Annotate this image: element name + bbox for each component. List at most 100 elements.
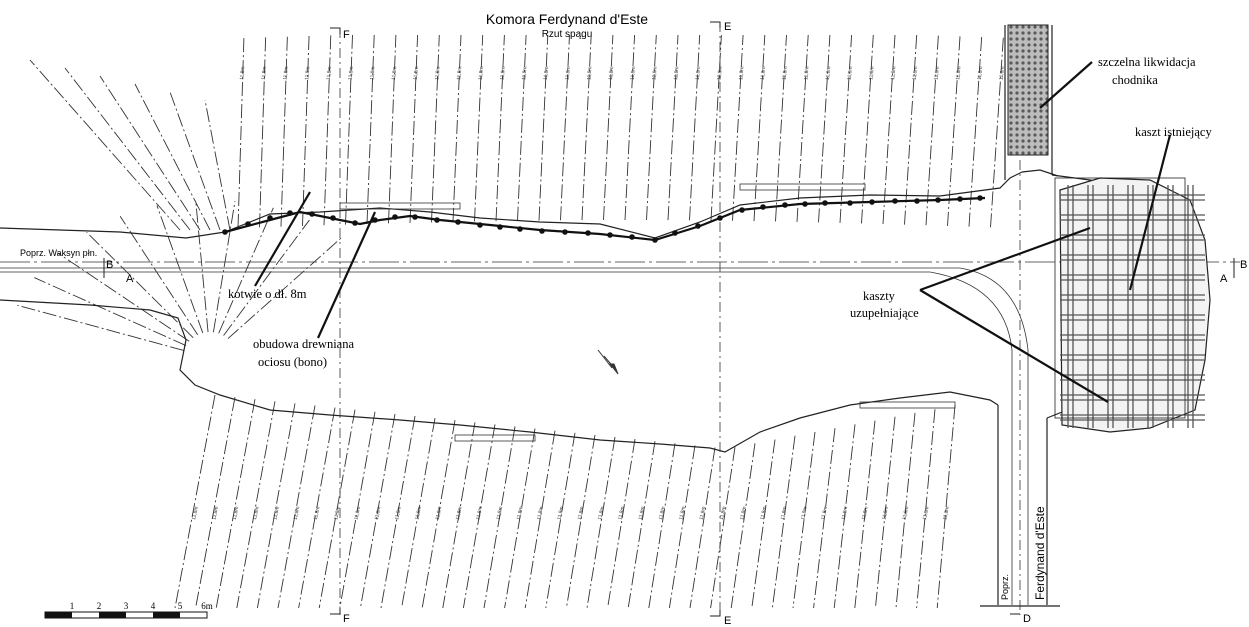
anchor-bolt-label: 11,8m: [890, 66, 897, 80]
annotation-timber-line1: obudowa drewniana: [253, 337, 354, 351]
anchor-bolt: [34, 277, 187, 346]
annotation-timber-line2: ociosu (bono): [258, 355, 327, 369]
anchor-bolt: [134, 83, 211, 231]
anchor-bolt-label: 11,8m: [999, 66, 1006, 80]
sealed-drift-fill: [1007, 24, 1049, 156]
anchor-bolt-label: 11,8m: [394, 506, 403, 520]
anchor-bolt-label: 11,8m: [738, 66, 745, 80]
anchor-bolt-label: 11,8m: [455, 506, 464, 520]
anchor-bolt-label: 11,8m: [861, 506, 870, 520]
anchor-bolt: [667, 34, 679, 221]
anchor-bolt-label: 11,8m: [521, 66, 528, 80]
annotation-timber-lining: obudowa drewniana ociosu (bono): [253, 337, 357, 369]
leader-lines: [254, 61, 1172, 403]
anchor-bolt: [156, 205, 204, 334]
anchor-bolt: [668, 445, 696, 609]
anchor-head: [585, 230, 591, 236]
anchor-bolt-label: 11,8m: [211, 506, 220, 520]
anchor-head: [287, 210, 293, 216]
anchor-bolt: [339, 411, 376, 609]
scale-tick-label: 2: [97, 601, 102, 611]
anchor-bolt: [302, 34, 310, 226]
anchor-head: [892, 198, 898, 204]
anchor-bolt-label: 11,8m: [565, 66, 572, 80]
section-lines: [339, 22, 1021, 615]
scale-tick-label: 1: [70, 601, 75, 611]
anchor-bolt: [874, 416, 896, 609]
anchor-bolt-label: 11,8m: [695, 66, 702, 80]
anchor-head: [695, 223, 701, 229]
label-passage-left: Poprz. Waksyn płn.: [20, 248, 97, 258]
anchor-bolt: [256, 403, 296, 609]
anchor-head: [869, 199, 875, 205]
anchor-bolt: [646, 34, 657, 221]
section-ab-arrows: [103, 258, 1235, 278]
anchor-bolt: [195, 397, 236, 609]
anchor-bolt-label: 11,8m: [353, 506, 362, 520]
anchor-head: [455, 219, 461, 225]
anchor-bolt-label: 11,8m: [543, 66, 550, 80]
anchor-head: [562, 229, 568, 235]
anchor-bolt-label: 11,8m: [272, 506, 281, 520]
anchor-bolt: [751, 439, 776, 609]
anchor-bolt: [452, 34, 462, 222]
anchor-bolt: [345, 34, 353, 225]
anchor-bolt: [818, 34, 831, 223]
anchor-bolt-label: 11,8m: [739, 506, 748, 520]
anchor-head: [412, 214, 418, 220]
anchor-bolt: [839, 34, 853, 223]
anchor-head: [782, 202, 788, 208]
anchor-head: [672, 230, 678, 236]
anchor-bolt-label: 11,8m: [434, 66, 441, 80]
anchor-head: [309, 211, 315, 217]
anchor-bolt: [624, 34, 636, 221]
anchor-bolt: [710, 447, 736, 609]
anchor-head: [629, 234, 635, 240]
anchor-head: [434, 217, 440, 223]
anchor-head: [222, 229, 228, 235]
anchor-bolt: [796, 34, 809, 222]
anchor-bolt-label: 11,8m: [369, 66, 376, 80]
board-strips: [339, 183, 956, 442]
anchor-head: [935, 197, 941, 203]
anchor-bolt-label: 11,8m: [577, 506, 586, 520]
anchor-bolt-label: 11,8m: [902, 506, 911, 520]
anchor-bolt: [545, 432, 576, 609]
anchor-head: [539, 228, 545, 234]
anchor-bolt: [236, 401, 276, 609]
anchor-bolt-label: 11,8m: [232, 506, 241, 520]
anchor-bolt: [581, 34, 592, 221]
anchor-bolt: [204, 99, 231, 231]
anchor-bolt: [259, 34, 267, 228]
anchor-head: [477, 222, 483, 228]
anchor-bolt: [648, 443, 676, 609]
anchor-bolt-label: 11,8m: [475, 506, 484, 520]
section-label-b-left: B: [106, 259, 113, 271]
anchor-bolt: [280, 34, 288, 227]
anchor-bolt: [947, 34, 961, 226]
anchor-bolt-label: 11,8m: [333, 506, 342, 520]
anchor-bolt-label: 11,8m: [716, 66, 723, 80]
scale-tick-label: 6m: [201, 601, 213, 611]
anchor-bolt: [538, 34, 549, 221]
anchor-bolt-label: 11,8m: [881, 506, 890, 520]
anchor-bolt: [689, 34, 701, 221]
anchor-bolt-label: 11,8m: [556, 506, 565, 520]
anchor-bolts-south: [174, 394, 956, 609]
anchor-bolt-label: 11,8m: [942, 506, 951, 520]
anchor-bolt: [64, 67, 191, 231]
anchor-bolt-label: 11,8m: [820, 506, 829, 520]
anchor-bolt-label: 11,8m: [536, 506, 545, 520]
anchor-bolt: [833, 424, 856, 609]
anchor-bolt: [409, 34, 419, 223]
annotation-supplementary-cribs: kaszty uzupełniające: [850, 289, 919, 320]
anchor-bolt-label: 11,8m: [617, 506, 626, 520]
anchor-head: [717, 215, 723, 221]
anchor-bolt-label: 11,8m: [847, 66, 854, 80]
section-label-d: D: [1023, 613, 1031, 625]
anchor-bolt-label: 11,8m: [608, 66, 615, 80]
anchor-bolt: [421, 420, 456, 609]
section-label-e-bottom: E: [724, 615, 731, 627]
anchor-bolt: [560, 34, 570, 221]
anchor-bolt: [689, 447, 716, 609]
